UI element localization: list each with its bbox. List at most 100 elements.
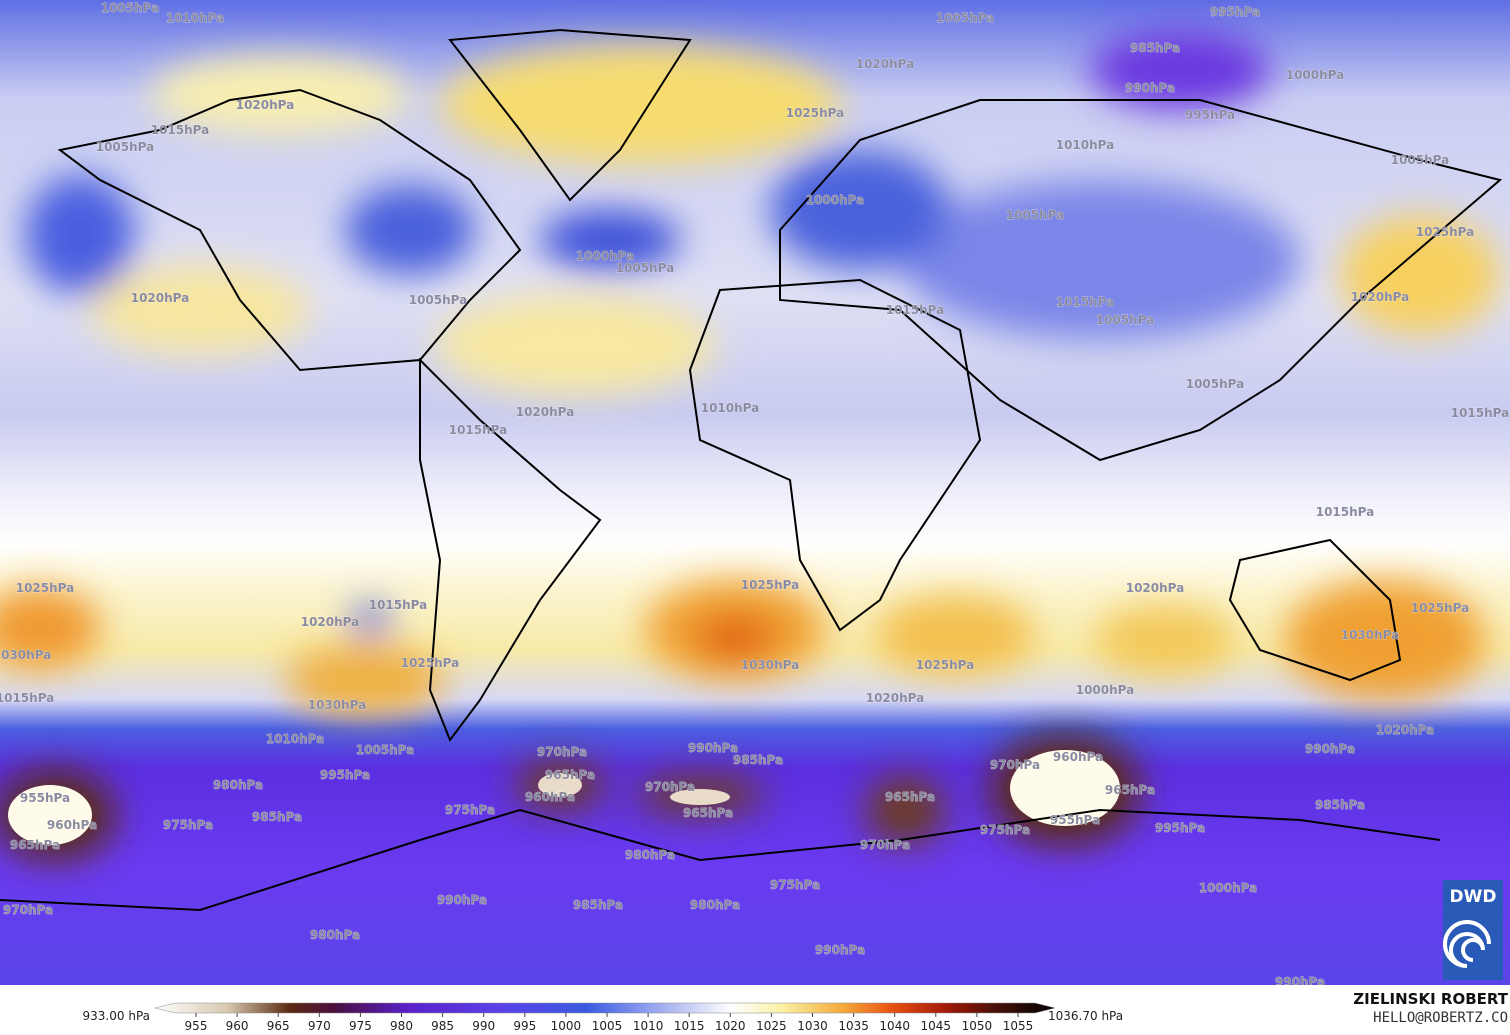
isobar-label: 1020hPa <box>516 405 575 419</box>
colorbar-max: 1036.70 hPa <box>1048 1009 1123 1023</box>
isobar-label: 985hPa <box>1315 798 1365 812</box>
isobar-label: 1015hPa <box>449 423 508 437</box>
colorbar-tick-label: 1035 <box>838 1019 869 1033</box>
isobar-label: 970hPa <box>3 903 53 917</box>
isobar-label: 990hPa <box>815 943 865 957</box>
colorbar-tick-label: 955 <box>185 1019 208 1033</box>
isobar-label: 1020hPa <box>301 615 360 629</box>
isobar-label: 960hPa <box>47 818 97 832</box>
colorbar-tick-label: 980 <box>390 1019 413 1033</box>
isobar-label: 1005hPa <box>96 140 155 154</box>
isobar-label: 1005hPa <box>356 743 415 757</box>
isobar-label: 1015hPa <box>1056 295 1115 309</box>
isobar-label: 965hPa <box>10 838 60 852</box>
isobar-label: 1015hPa <box>1316 505 1375 519</box>
colorbar-tick-label: 1010 <box>633 1019 664 1033</box>
isobar-labels: 1005hPa 1010hPa 1005hPa 995hPa 985hPa 1020hPa… <box>0 1 1509 989</box>
isobar-label: 980hPa <box>310 928 360 942</box>
isobar-label: 990hPa <box>688 741 738 755</box>
coastlines <box>0 28 1503 912</box>
isobar-label: 1020hPa <box>236 98 295 112</box>
pressure-blobs <box>0 30 1500 860</box>
isobar-label: 1025hPa <box>741 578 800 592</box>
contact: HELLO@ROBERTZ.CO <box>1373 1010 1508 1026</box>
isobar-label: 1030hPa <box>1341 628 1400 642</box>
isobar-label: 1015hPa <box>369 598 428 612</box>
colorbar-tick-label: 1045 <box>921 1019 952 1033</box>
isobar-label: 1030hPa <box>741 658 800 672</box>
isobar-label: 1000hPa <box>1199 881 1258 895</box>
isobar-label: 985hPa <box>733 753 783 767</box>
logo-text: DWD <box>1450 887 1497 907</box>
isobar-label: 1020hPa <box>856 57 915 71</box>
isobar-label: 970hPa <box>860 838 910 852</box>
isobar-label: 980hPa <box>213 778 263 792</box>
isobar-label: 1020hPa <box>866 691 925 705</box>
isobar-label: 1015hPa <box>0 691 54 705</box>
isobar-label: 1025hPa <box>1411 601 1470 615</box>
isobar-label: 1005hPa <box>409 293 468 307</box>
isobar-label: 1025hPa <box>916 658 975 672</box>
low-core <box>8 785 92 845</box>
isobar-label: 970hPa <box>537 745 587 759</box>
isobar-label: 965hPa <box>885 790 935 804</box>
colorbar-tick-label: 1005 <box>592 1019 623 1033</box>
isobar-label: 980hPa <box>690 898 740 912</box>
colorbar-tick-label: 985 <box>431 1019 454 1033</box>
isobar-label: 990hPa <box>1125 81 1175 95</box>
isobar-label: 990hPa <box>437 893 487 907</box>
colorbar-tick-label: 1020 <box>715 1019 746 1033</box>
colorbar <box>154 1002 1056 1014</box>
isobar-label: 985hPa <box>1130 41 1180 55</box>
isobar-label: 970hPa <box>990 758 1040 772</box>
isobar-label: 985hPa <box>252 810 302 824</box>
isobar-label: 1010hPa <box>266 732 325 746</box>
isobar-label: 1020hPa <box>1126 581 1185 595</box>
isobar-label: 970hPa <box>645 780 695 794</box>
isobar-label: 995hPa <box>1185 108 1235 122</box>
isobar-label: 1005hPa <box>1186 377 1245 391</box>
isobar-label: 1030hPa <box>0 648 51 662</box>
isobar-label: 975hPa <box>980 823 1030 837</box>
isobar-label: 1015hPa <box>886 303 945 317</box>
low-core <box>670 789 730 805</box>
colorbar-ticks: 955 960 965 970 975 980 985 990 995 1000 1005 1010 1… <box>185 1013 1034 1033</box>
isobar-label: 1030hPa <box>308 698 367 712</box>
colorbar-tick-label: 1055 <box>1003 1019 1034 1033</box>
colorbar-tick-label: 1025 <box>756 1019 787 1033</box>
isobar-label: 1025hPa <box>16 581 75 595</box>
colorbar-tick-label: 960 <box>226 1019 249 1033</box>
isobar-label: 1000hPa <box>1286 68 1345 82</box>
isobar-label: 995hPa <box>1155 821 1205 835</box>
isobar-label: 995hPa <box>320 768 370 782</box>
logo-swirl <box>1443 920 1491 968</box>
isobar-label: 1025hPa <box>401 656 460 670</box>
isobar-label: 1005hPa <box>1391 153 1450 167</box>
colorbar-tick-label: 975 <box>349 1019 372 1033</box>
colorbar-tick-label: 995 <box>513 1019 536 1033</box>
isobar-label: 975hPa <box>445 803 495 817</box>
isobar-label: 975hPa <box>770 878 820 892</box>
colorbar-tick-label: 970 <box>308 1019 331 1033</box>
isobar-label: 1005hPa <box>1096 313 1155 327</box>
isobar-label: 990hPa <box>1305 742 1355 756</box>
isobar-label: 1010hPa <box>166 11 225 25</box>
isobar-label: 1005hPa <box>101 1 160 15</box>
isobar-label: 1000hPa <box>806 193 865 207</box>
isobar-label: 965hPa <box>1105 783 1155 797</box>
isobar-label: 1005hPa <box>616 261 675 275</box>
colorbar-tick-label: 1030 <box>797 1019 828 1033</box>
author: ZIELINSKI ROBERT <box>1353 990 1508 1008</box>
isobar-label: 955hPa <box>20 791 70 805</box>
isobar-label: 1000hPa <box>576 249 635 263</box>
isobar-label: 1000hPa <box>1076 683 1135 697</box>
isobar-label: 1015hPa <box>151 123 210 137</box>
isobar-label: 965hPa <box>683 806 733 820</box>
isobar-label: 960hPa <box>525 790 575 804</box>
colorbar-tick-label: 990 <box>472 1019 495 1033</box>
isobar-label: 1010hPa <box>1056 138 1115 152</box>
isobar-label: 1005hPa <box>1006 208 1065 222</box>
colorbar-tick-label: 965 <box>267 1019 290 1033</box>
isobar-label: 965hPa <box>545 768 595 782</box>
